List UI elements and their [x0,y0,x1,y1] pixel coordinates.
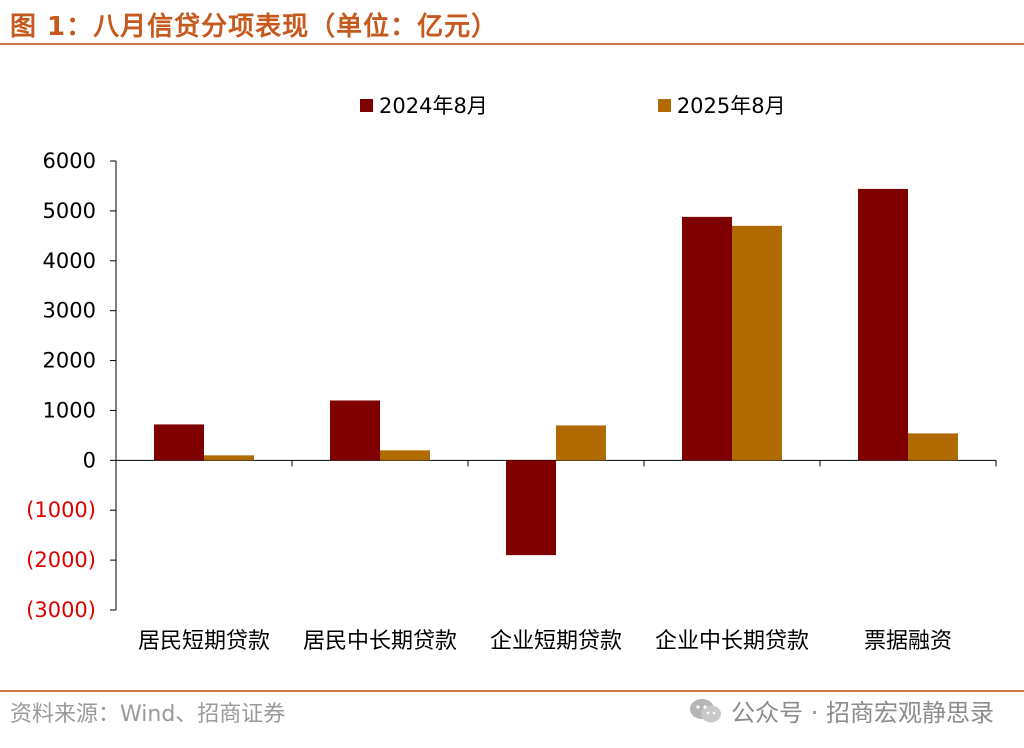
bar-2025 [380,450,430,461]
bar-2024 [154,424,204,461]
bar-2025 [204,455,254,461]
bar-2025 [908,433,958,461]
x-category-label: 居民短期贷款 [138,629,270,654]
y-tick-label: (3000) [26,598,96,622]
legend-swatch-2024 [360,98,373,112]
bar-2024 [506,460,556,556]
y-tick-label: 6000 [43,149,96,173]
x-category-label: 票据融资 [864,629,952,654]
legend-swatch-2025 [657,98,671,112]
legend: 2024年8月 2025年8月 [360,90,786,120]
watermark-text: 公众号 · 招商宏观静思录 [731,699,994,727]
legend-item-2025: 2025年8月 [657,90,786,120]
footer-rule [0,690,1024,692]
y-tick-label: (2000) [26,548,96,572]
y-tick-label: 4000 [43,249,96,273]
bar-2024 [330,400,380,461]
y-tick-label: 2000 [43,349,96,373]
bar-2024 [682,216,732,461]
y-tick-label: (1000) [26,498,96,522]
x-category-label: 居民中长期贷款 [303,629,457,654]
bar-2024 [858,188,908,461]
header-rule [0,43,1024,45]
y-tick-label: 0 [83,448,96,472]
source-note: 资料来源：Wind、招商证券 [10,702,286,727]
y-tick-label: 5000 [43,199,96,223]
legend-item-2024: 2024年8月 [360,90,488,120]
chart-title: 图 1：八月信贷分项表现（单位：亿元） [10,12,499,42]
legend-label-2025: 2025年8月 [676,94,786,118]
y-tick-label: 3000 [43,299,96,323]
bar-2025 [556,425,606,461]
bar-2025 [732,225,782,461]
wechat-icon [690,698,722,722]
y-tick-label: 1000 [43,398,96,422]
watermark: 公众号 · 招商宏观静思录 [689,693,994,728]
x-category-label: 企业短期贷款 [490,629,622,654]
legend-label-2024: 2024年8月 [379,94,488,118]
bar-chart: 6000 5000 4000 3000 2000 1000 0 (1000) (2000) (30… [26,149,997,654]
x-category-label: 企业中长期贷款 [655,629,809,654]
